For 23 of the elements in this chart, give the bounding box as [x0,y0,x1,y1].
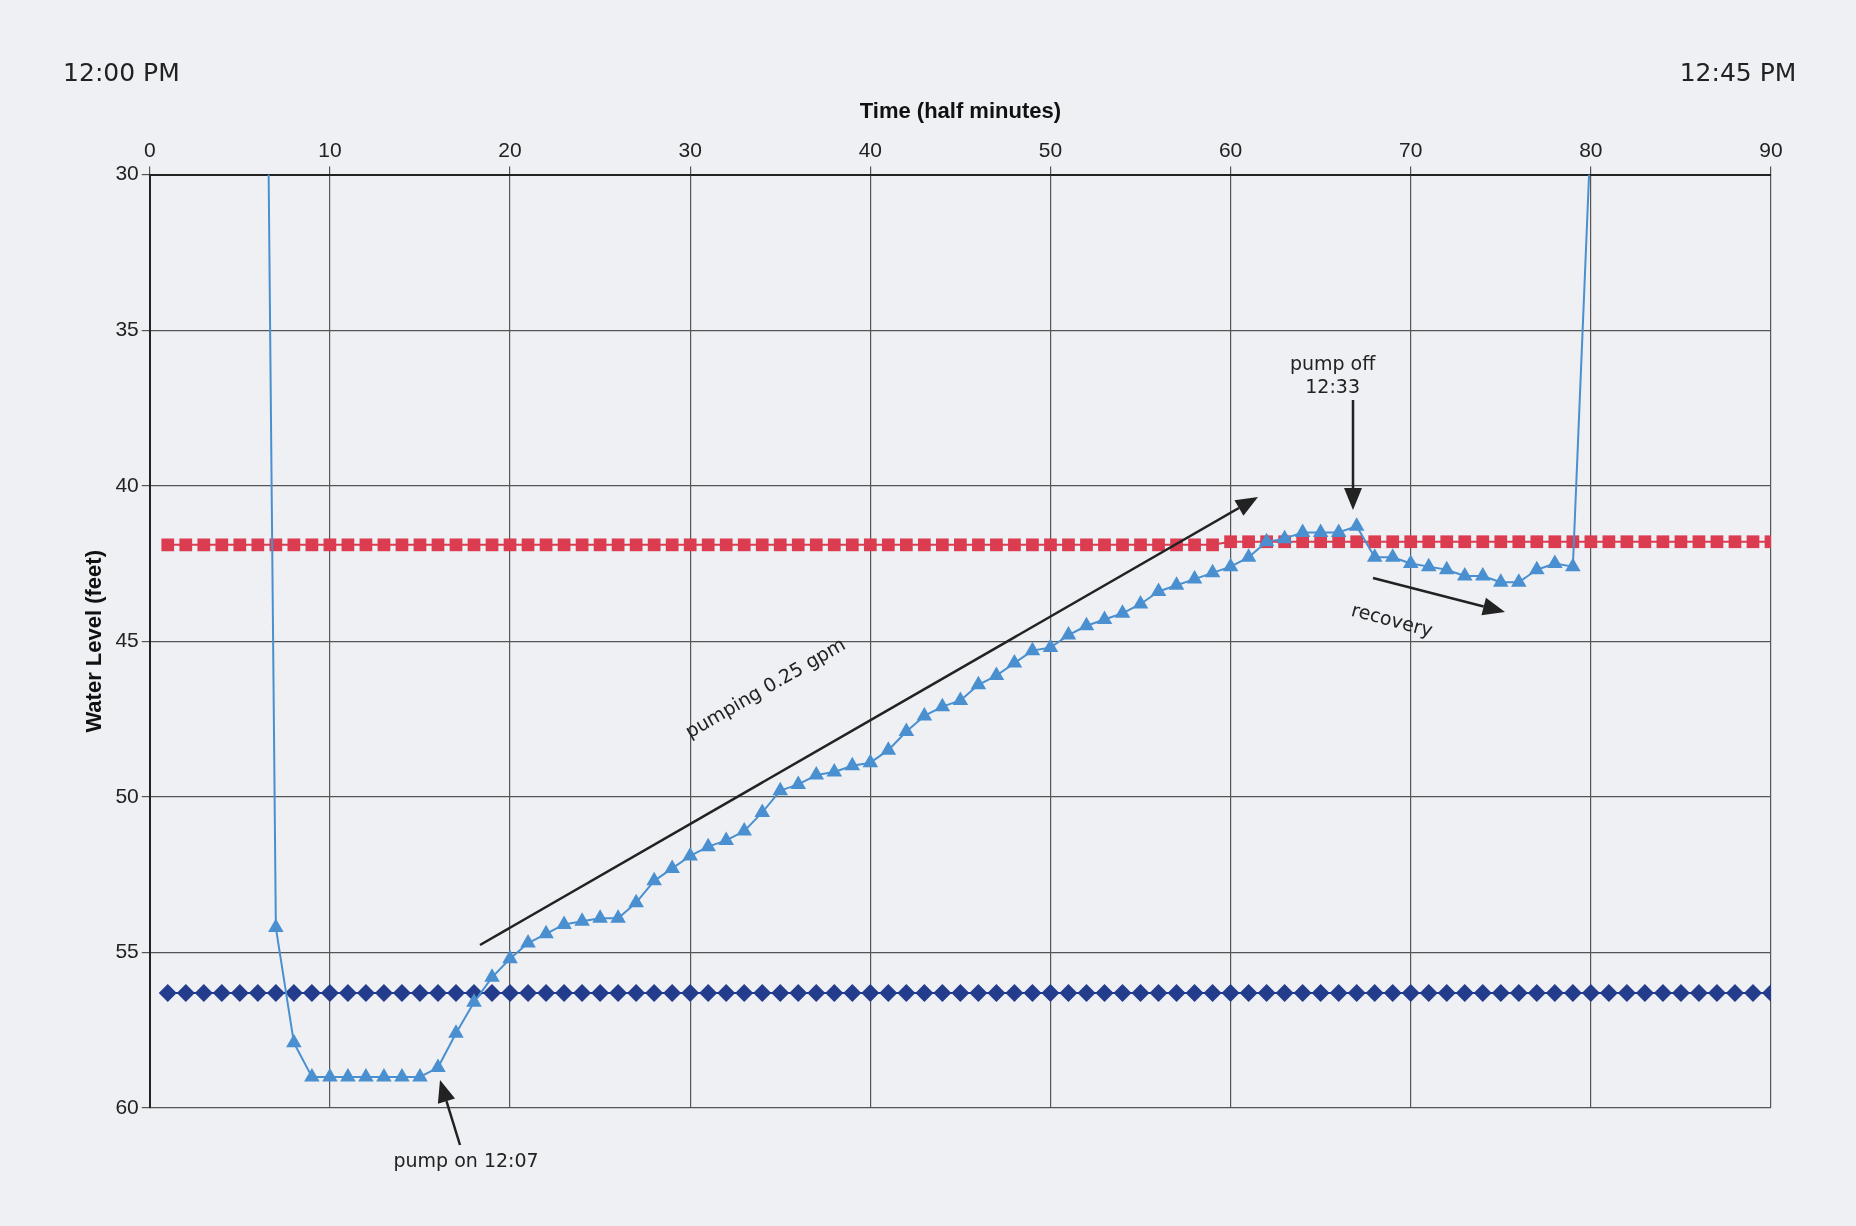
y-tick-label: 50 [115,783,139,807]
x-tick-label: 90 [1759,137,1783,161]
annotation: pump off 12:33 [1289,351,1376,398]
y-tick-label: 40 [115,472,139,496]
text: 12:45 PM [1679,57,1797,88]
y-tick-label: 55 [115,939,139,963]
y-axis-title: Water Level (feet) [81,550,107,733]
x-tick-label: 40 [858,137,882,161]
y-tick-label: 30 [115,161,139,185]
x-tick-label: 30 [678,137,702,161]
text: pump on 12:07 [393,1148,539,1172]
y-tick-label: 35 [115,316,139,340]
text: 12:00 PM [63,57,180,88]
x-tick-label: 20 [498,137,522,161]
x-tick-label: 10 [318,137,342,161]
y-tick-label: 45 [115,628,139,652]
x-tick-label: 50 [1038,137,1063,161]
x-axis-title: Time (half minutes) [859,98,1062,124]
x-tick-label: 70 [1399,137,1423,161]
x-tick-label: 60 [1218,137,1243,161]
x-tick-label: 80 [1579,137,1603,161]
y-tick-label: 60 [115,1094,139,1118]
x-tick-label: 0 [143,137,156,161]
